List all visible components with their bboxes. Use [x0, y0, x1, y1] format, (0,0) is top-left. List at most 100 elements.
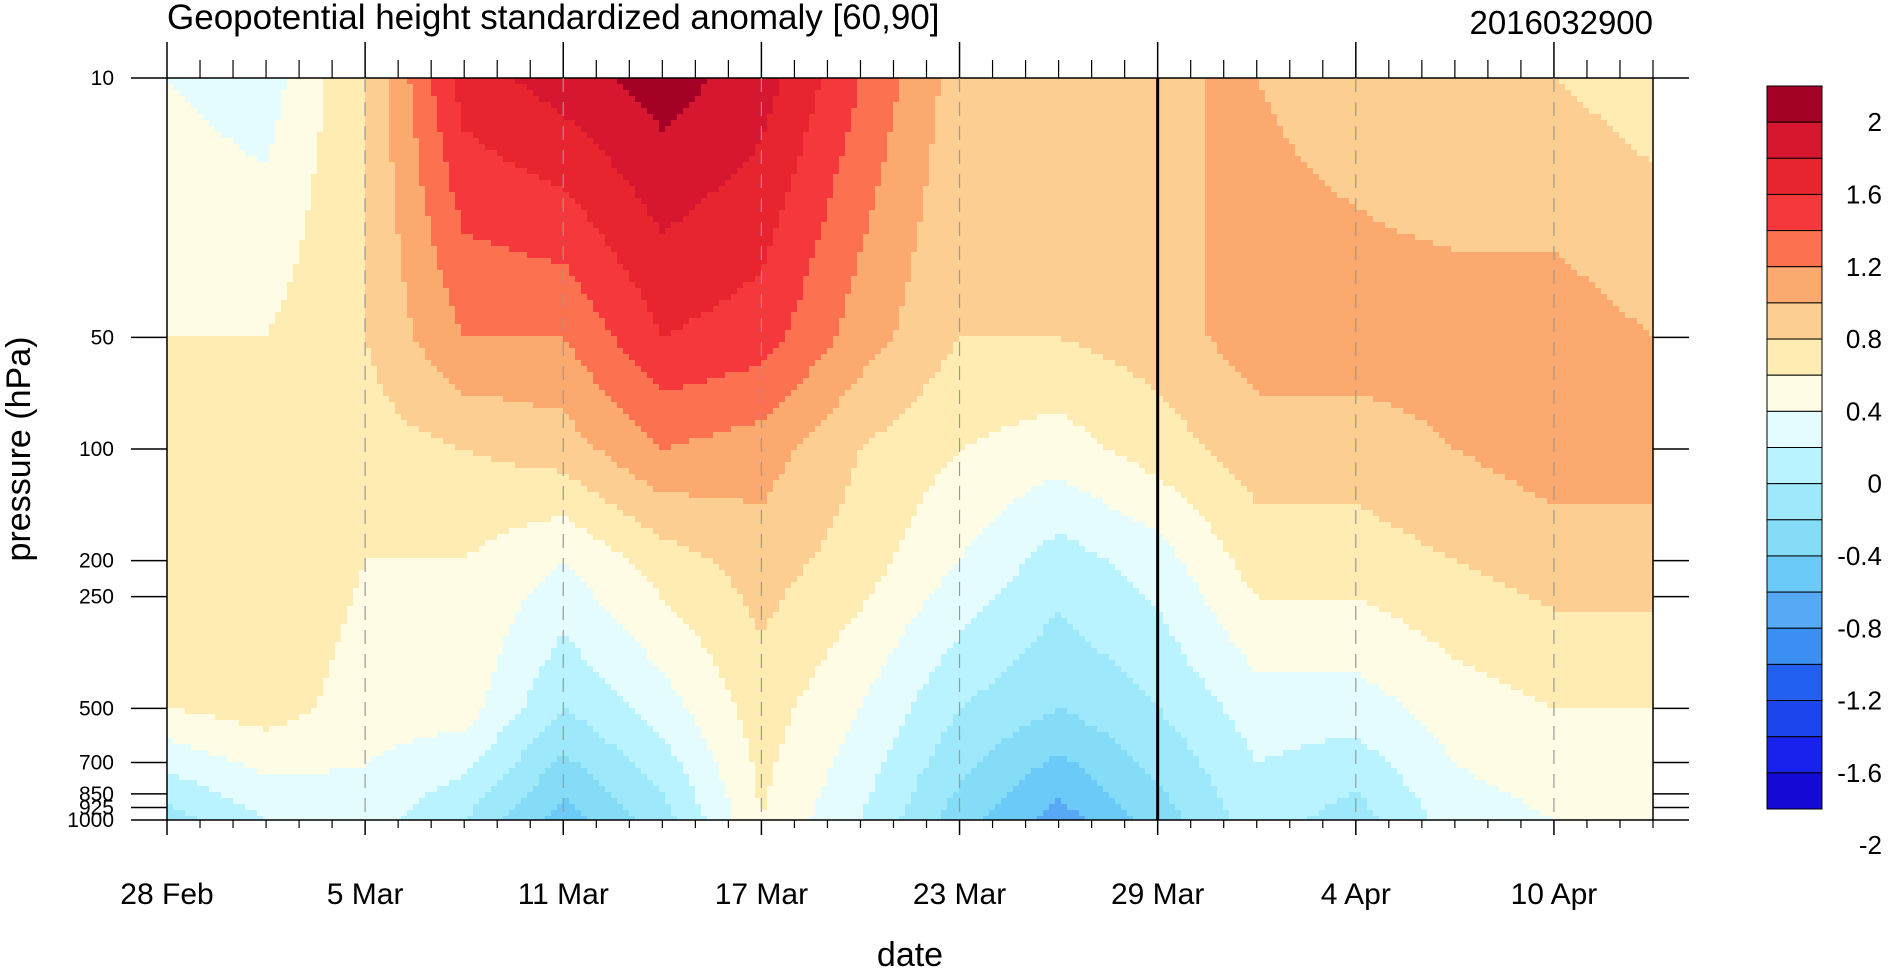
contour-cell: [215, 144, 222, 151]
contour-cell: [347, 90, 354, 97]
contour-cell: [1145, 126, 1152, 133]
contour-cell: [1331, 162, 1338, 169]
contour-cell: [1529, 168, 1536, 175]
contour-cell: [1181, 168, 1188, 175]
contour-cell: [1247, 114, 1254, 121]
contour-cell: [587, 108, 594, 115]
contour-cell: [1631, 168, 1638, 175]
contour-cell: [533, 156, 540, 163]
contour-cell: [395, 120, 402, 127]
contour-cell: [1343, 84, 1350, 91]
contour-cell: [1403, 114, 1410, 121]
contour-cell: [1565, 132, 1572, 139]
contour-cell: [1463, 150, 1470, 157]
contour-cell: [1055, 168, 1062, 175]
contour-cell: [635, 180, 642, 187]
contour-cell: [1259, 162, 1266, 169]
contour-cell: [1337, 168, 1344, 175]
contour-cell: [371, 150, 378, 157]
contour-cell: [317, 90, 324, 97]
contour-cell: [1109, 168, 1116, 175]
contour-cell: [749, 180, 756, 187]
contour-cell: [923, 114, 930, 121]
contour-cell: [797, 174, 804, 181]
contour-cell: [239, 144, 246, 151]
contour-cell: [371, 156, 378, 163]
contour-cell: [821, 150, 828, 157]
contour-cell: [1253, 126, 1260, 133]
contour-cell: [197, 120, 204, 127]
contour-cell: [797, 144, 804, 151]
contour-cell: [1319, 90, 1326, 97]
contour-cell: [281, 156, 288, 163]
contour-cell: [1343, 150, 1350, 157]
contour-cell: [1229, 108, 1236, 115]
contour-cell: [419, 132, 426, 139]
contour-cell: [1619, 120, 1626, 127]
contour-cell: [1271, 114, 1278, 121]
contour-cell: [941, 174, 948, 181]
contour-cell: [1103, 114, 1110, 121]
contour-cell: [665, 132, 672, 139]
contour-cell: [1259, 84, 1266, 91]
contour-cell: [1397, 96, 1404, 103]
contour-cell: [857, 108, 864, 115]
contour-cell: [1307, 168, 1314, 175]
contour-cell: [497, 132, 504, 139]
contour-cell: [671, 120, 678, 127]
contour-cell: [1013, 162, 1020, 169]
contour-cell: [965, 162, 972, 169]
contour-cell: [941, 120, 948, 127]
contour-cell: [227, 90, 234, 97]
contour-cell: [659, 120, 666, 127]
contour-cell: [791, 132, 798, 139]
contour-cell: [1259, 138, 1266, 145]
contour-cell: [1529, 144, 1536, 151]
contour-cell: [245, 114, 252, 121]
contour-cell: [353, 114, 360, 121]
contour-cell: [1643, 96, 1650, 103]
contour-cell: [185, 102, 192, 109]
contour-cell: [785, 132, 792, 139]
contour-cell: [593, 78, 600, 85]
contour-cell: [719, 150, 726, 157]
contour-cell: [773, 168, 780, 175]
contour-cell: [353, 102, 360, 109]
contour-cell: [1229, 78, 1236, 85]
contour-cell: [929, 168, 936, 175]
contour-cell: [263, 102, 270, 109]
contour-cell: [851, 138, 858, 145]
contour-cell: [1487, 144, 1494, 151]
contour-cell: [653, 90, 660, 97]
contour-cell: [215, 114, 222, 121]
contour-cell: [1181, 102, 1188, 109]
contour-cell: [1253, 84, 1260, 91]
contour-cell: [1637, 96, 1644, 103]
contour-cell: [995, 102, 1002, 109]
contour-cell: [881, 102, 888, 109]
contour-cell: [1133, 96, 1140, 103]
contour-cell: [641, 180, 648, 187]
contour-cell: [1613, 126, 1620, 133]
contour-cell: [779, 120, 786, 127]
contour-cell: [1547, 174, 1554, 181]
contour-cell: [1085, 150, 1092, 157]
contour-cell: [1013, 174, 1020, 181]
contour-cell: [581, 108, 588, 115]
contour-cell: [1085, 126, 1092, 133]
contour-cell: [923, 150, 930, 157]
contour-cell: [935, 84, 942, 91]
contour-cell: [545, 120, 552, 127]
contour-cell: [629, 138, 636, 145]
contour-cell: [377, 180, 384, 187]
contour-cell: [323, 102, 330, 109]
contour-cell: [551, 78, 558, 85]
contour-cell: [395, 84, 402, 91]
contour-cell: [287, 168, 294, 175]
contour-cell: [1103, 150, 1110, 157]
contour-cell: [635, 168, 642, 175]
contour-cell: [221, 162, 228, 169]
contour-cell: [989, 138, 996, 145]
contour-cell: [461, 174, 468, 181]
contour-cell: [887, 108, 894, 115]
